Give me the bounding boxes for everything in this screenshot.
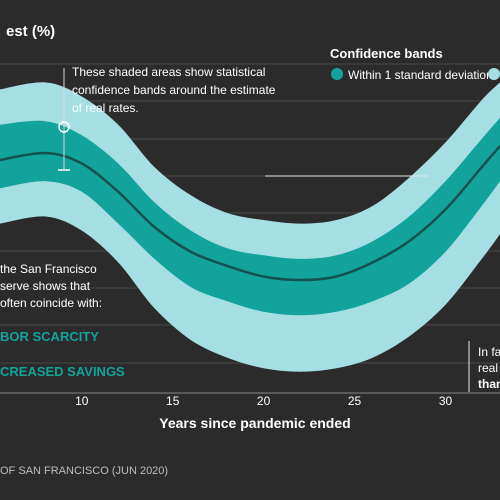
legend-label-inner: Within 1 standard deviation	[348, 68, 493, 82]
left-note-line-3: often coincide with:	[0, 296, 102, 310]
factor-label-2: CREASED SAVINGS	[0, 364, 125, 379]
callout-annotation: These shaded areas show statistical conf…	[58, 65, 276, 171]
x-tick-label: 30	[439, 394, 453, 408]
right-note-line-3: than	[478, 377, 500, 391]
legend-title: Confidence bands	[330, 46, 443, 61]
x-tick-label: 10	[75, 394, 89, 408]
x-tick-label: 20	[257, 394, 271, 408]
callout-line-1: These shaded areas show statistical	[72, 65, 265, 79]
callout-line-3: of real rates.	[72, 101, 139, 115]
callout-marker	[58, 121, 70, 133]
left-note-line-1: the San Francisco	[0, 262, 97, 276]
chart-title: est (%)	[6, 23, 55, 40]
left-note-line-2: serve shows that	[0, 279, 91, 293]
legend-swatch-inner	[331, 68, 343, 80]
x-tick-labels: 10 15 20 25 30	[75, 394, 452, 408]
x-axis-label: Years since pandemic ended	[159, 415, 350, 431]
left-annotation: the San Francisco serve shows that often…	[0, 262, 125, 379]
legend: Confidence bands Within 1 standard devia…	[330, 46, 500, 82]
factor-label-1: BOR SCARCITY	[0, 329, 99, 344]
right-note-line-1: In fa	[478, 345, 500, 359]
x-tick-label: 15	[166, 394, 180, 408]
inner-confidence-band	[0, 117, 500, 316]
callout-line-2: confidence bands around the estimate	[72, 83, 276, 97]
legend-swatch-outer	[488, 68, 500, 80]
estimate-line	[0, 145, 500, 282]
x-tick-label: 25	[348, 394, 362, 408]
right-annotation: In fa real than	[468, 341, 500, 392]
source-note: OF SAN FRANCISCO (JUN 2020)	[0, 465, 168, 477]
right-note-line-2: real	[478, 361, 498, 375]
